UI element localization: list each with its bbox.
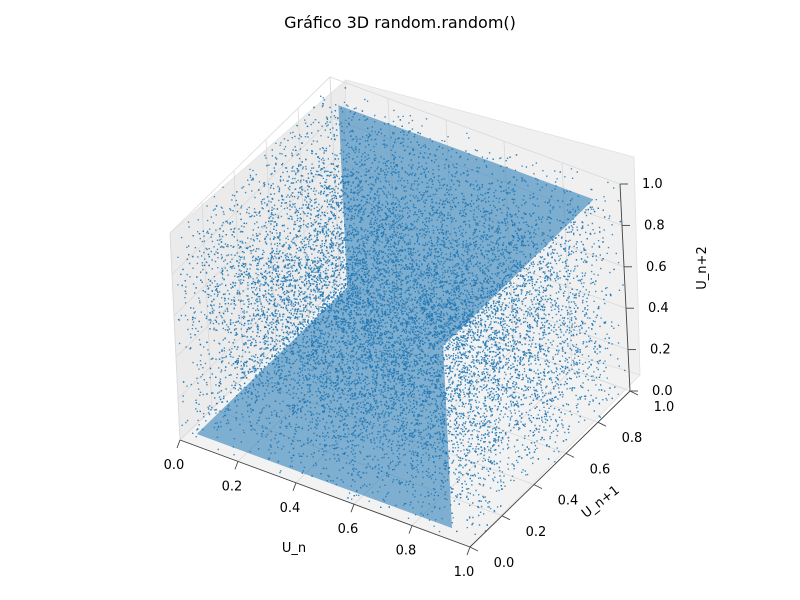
y-tick-label: 1.0 [654,400,675,415]
x-axis-label: U_n [282,541,306,556]
y-tick-label: 0.4 [558,494,579,509]
x-tick-mark [467,547,470,555]
x-tick-mark [177,440,180,448]
y-tick-mark [534,485,542,489]
y-tick-label: 0.8 [622,431,643,446]
x-tick-label: 0.8 [396,544,417,559]
y-tick-mark [502,516,510,520]
x-tick-label: 0.2 [222,479,243,494]
x-tick-label: 0.0 [164,458,185,473]
z-tick-label: 0.8 [644,218,665,233]
chart-title: Gráfico 3D random.random() [284,13,516,32]
y-tick-mark [566,453,574,457]
y-tick-mark [470,547,478,551]
x-tick-label: 0.6 [338,522,359,537]
y-tick-mark [630,391,638,395]
z-tick-label: 0.2 [650,343,671,358]
z-tick-label: 0.0 [652,384,673,399]
x-tick-mark [293,483,296,491]
x-tick-mark [409,526,412,534]
y-axis-label: U_n+1 [579,483,622,522]
z-axis-label: U_n+2 [695,246,710,289]
y-tick-label: 0.2 [526,525,547,540]
y-tick-mark [598,422,606,426]
y-tick-label: 0.6 [590,462,611,477]
z-tick-label: 1.0 [642,177,663,192]
x-tick-mark [235,461,238,469]
z-tick-label: 0.4 [648,301,669,316]
x-tick-label: 0.4 [280,501,301,516]
y-tick-label: 0.0 [494,556,515,571]
z-tick-label: 0.6 [646,260,667,275]
x-tick-mark [351,504,354,512]
x-tick-label: 1.0 [454,565,475,580]
